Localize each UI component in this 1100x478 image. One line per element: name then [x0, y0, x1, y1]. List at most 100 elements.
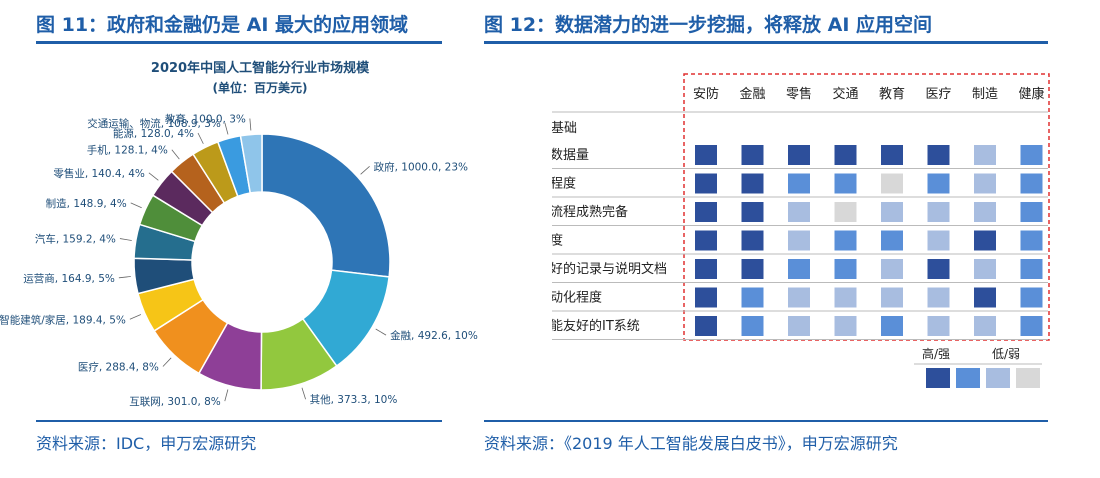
heatmap-cell: [741, 202, 764, 222]
pie-leader-line: [129, 314, 142, 320]
heatmap-cell: [695, 259, 717, 279]
pie-leader-line: [224, 122, 229, 135]
heatmap-row-label: 对人工智能友好的IT系统: [552, 318, 640, 334]
heatmap-cell: [834, 230, 857, 251]
heatmap-cell: [927, 145, 950, 165]
pie-chart-subtitle: (单位：百万美元): [213, 80, 308, 95]
heatmap-cell: [1020, 230, 1043, 251]
heatmap-cell: [881, 202, 903, 222]
heatmap-row-label: 可获取的数据量: [552, 147, 589, 163]
pie-data-label: 制造, 148.9, 4%: [46, 197, 127, 210]
heatmap-cell: [927, 287, 950, 308]
heatmap-column-header: 健康: [1018, 86, 1044, 102]
heatmap-legend: 高/强 低/弱: [914, 346, 1042, 388]
heatmap-cell: [1020, 173, 1043, 194]
heatmap-cell: [881, 287, 903, 308]
heatmap-cell: [695, 316, 717, 336]
pie-leader-line: [130, 202, 142, 209]
heatmap-cell: [788, 316, 810, 336]
heatmap-cell: [834, 202, 857, 222]
heatmap-cell: [741, 287, 764, 308]
heatmap-column-header: 安防: [693, 86, 719, 102]
heatmap-column-header: 医疗: [925, 87, 951, 102]
pie-slice: [239, 133, 263, 194]
right-panel: 图 12：数据潜力的进一步挖掘，将释放 AI 应用空间 安防 金融 零售 交通 教育 医疗…: [484, 0, 1100, 478]
heatmap-cell: [927, 202, 950, 222]
heatmap-cell: [788, 259, 810, 279]
left-panel: 图 11：政府和金融仍是 AI 最大的应用领域 2020年中国人工智能分行业市场…: [0, 0, 548, 478]
heatmap-column-header: 教育: [879, 86, 905, 102]
heatmap-cell: [834, 316, 857, 336]
heatmap-cell: [741, 230, 764, 251]
legend-swatch: [926, 368, 950, 388]
pie-data-label: 其他, 373.3, 10%: [310, 393, 398, 406]
pie-leader-line: [119, 238, 132, 241]
heatmap-cell: [927, 173, 950, 194]
pie-data-label: 交通运输、物流, 108.9, 3%: [87, 117, 221, 130]
heatmap-cell: [927, 316, 950, 336]
pie-slices: [133, 133, 391, 391]
heatmap-cell: [881, 230, 903, 251]
pie-data-label: 手机, 128.1, 4%: [87, 144, 168, 157]
heatmap-cell: [788, 230, 810, 251]
heatmap-row-label: 数据整洁度: [552, 233, 563, 249]
heatmap-cell: [788, 145, 810, 165]
left-figure-title: 图 11：政府和金融仍是 AI 最大的应用领域: [36, 14, 409, 36]
heatmap-cell: [741, 316, 764, 336]
pie-data-label: 零售业, 140.4, 4%: [53, 167, 145, 180]
heatmap-cell: [974, 287, 996, 308]
pie-data-label: 汽车, 159.2, 4%: [35, 233, 116, 246]
heatmap-cell: [1020, 287, 1043, 308]
pie-data-label: 互联网, 301.0, 8%: [129, 396, 221, 408]
pie-data-label: 运营商, 164.9, 5%: [23, 272, 115, 285]
heatmap-row-label: 数据有良好的记录与说明文档: [552, 261, 667, 277]
right-source-rule: [484, 420, 1048, 422]
heatmap-column-header: 金融: [739, 86, 765, 102]
pie-leader-line: [162, 357, 172, 367]
heatmap-row-label: 数据积累程度: [552, 176, 576, 192]
right-source: 资料来源：《2019 年人工智能发展白皮书》，申万宏源研究: [484, 434, 898, 453]
left-title-rule: [36, 41, 442, 44]
legend-high-label: 高/强: [922, 346, 950, 361]
heatmap-cell: [1020, 259, 1043, 279]
heatmap-row-labels: 数据与技术基础可获取的数据量数据积累程度数据储存流程成熟完备数据整洁度数据有良好…: [552, 111, 1048, 340]
pie-chart-title: 2020年中国人工智能分行业市场规模: [151, 60, 370, 76]
pie-leader-line: [301, 387, 306, 400]
heatmap-cell: [881, 173, 903, 194]
heatmap-column-header: 零售: [786, 86, 812, 102]
left-source-rule: [36, 420, 442, 422]
pie-leader-line: [171, 149, 180, 160]
heatmap-cell: [788, 287, 810, 308]
heatmap-cell: [741, 145, 764, 165]
heatmap-cell: [1020, 316, 1043, 336]
left-source: 资料来源：IDC，申万宏源研究: [36, 434, 257, 453]
heatmap-cell: [881, 316, 903, 336]
heatmap-cell: [974, 145, 996, 165]
heatmap-cell: [1020, 202, 1043, 222]
heatmap-cell: [974, 316, 996, 336]
heatmap-cell: [695, 202, 717, 222]
heatmap-cell: [834, 287, 857, 308]
heatmap-cell: [834, 259, 857, 279]
heatmap-cell: [1020, 145, 1043, 165]
pie-data-label: 教育, 100.0, 3%: [165, 113, 246, 126]
heatmap-row-label: 数据储存流程成熟完备: [552, 204, 628, 220]
heatmap-cell: [974, 230, 996, 251]
pie-data-label: 智能建筑/家居, 189.4, 5%: [0, 313, 126, 326]
heatmap-cell: [695, 287, 717, 308]
heatmap-cell: [974, 202, 996, 222]
pie-data-label: 医疗, 288.4, 8%: [78, 361, 159, 374]
heatmap-cell: [927, 259, 950, 279]
heatmap-group-label: 数据与技术基础: [552, 121, 577, 136]
heatmap-cell: [741, 259, 764, 279]
heatmap-column-header: 交通: [832, 86, 858, 102]
heatmap-cell: [834, 145, 857, 165]
legend-swatch: [1016, 368, 1040, 388]
legend-low-label: 低/弱: [992, 347, 1020, 361]
heatmap-cell: [741, 173, 764, 194]
heatmap-cell: [788, 173, 810, 194]
heatmap-cell: [881, 145, 903, 165]
legend-swatch: [986, 368, 1010, 388]
pie-data-label: 政府, 1000.0, 23%: [374, 160, 468, 173]
pie-data-labels: 政府, 1000.0, 23% 金融, 492.6, 10% 其他, 373.3, …: [0, 113, 478, 409]
